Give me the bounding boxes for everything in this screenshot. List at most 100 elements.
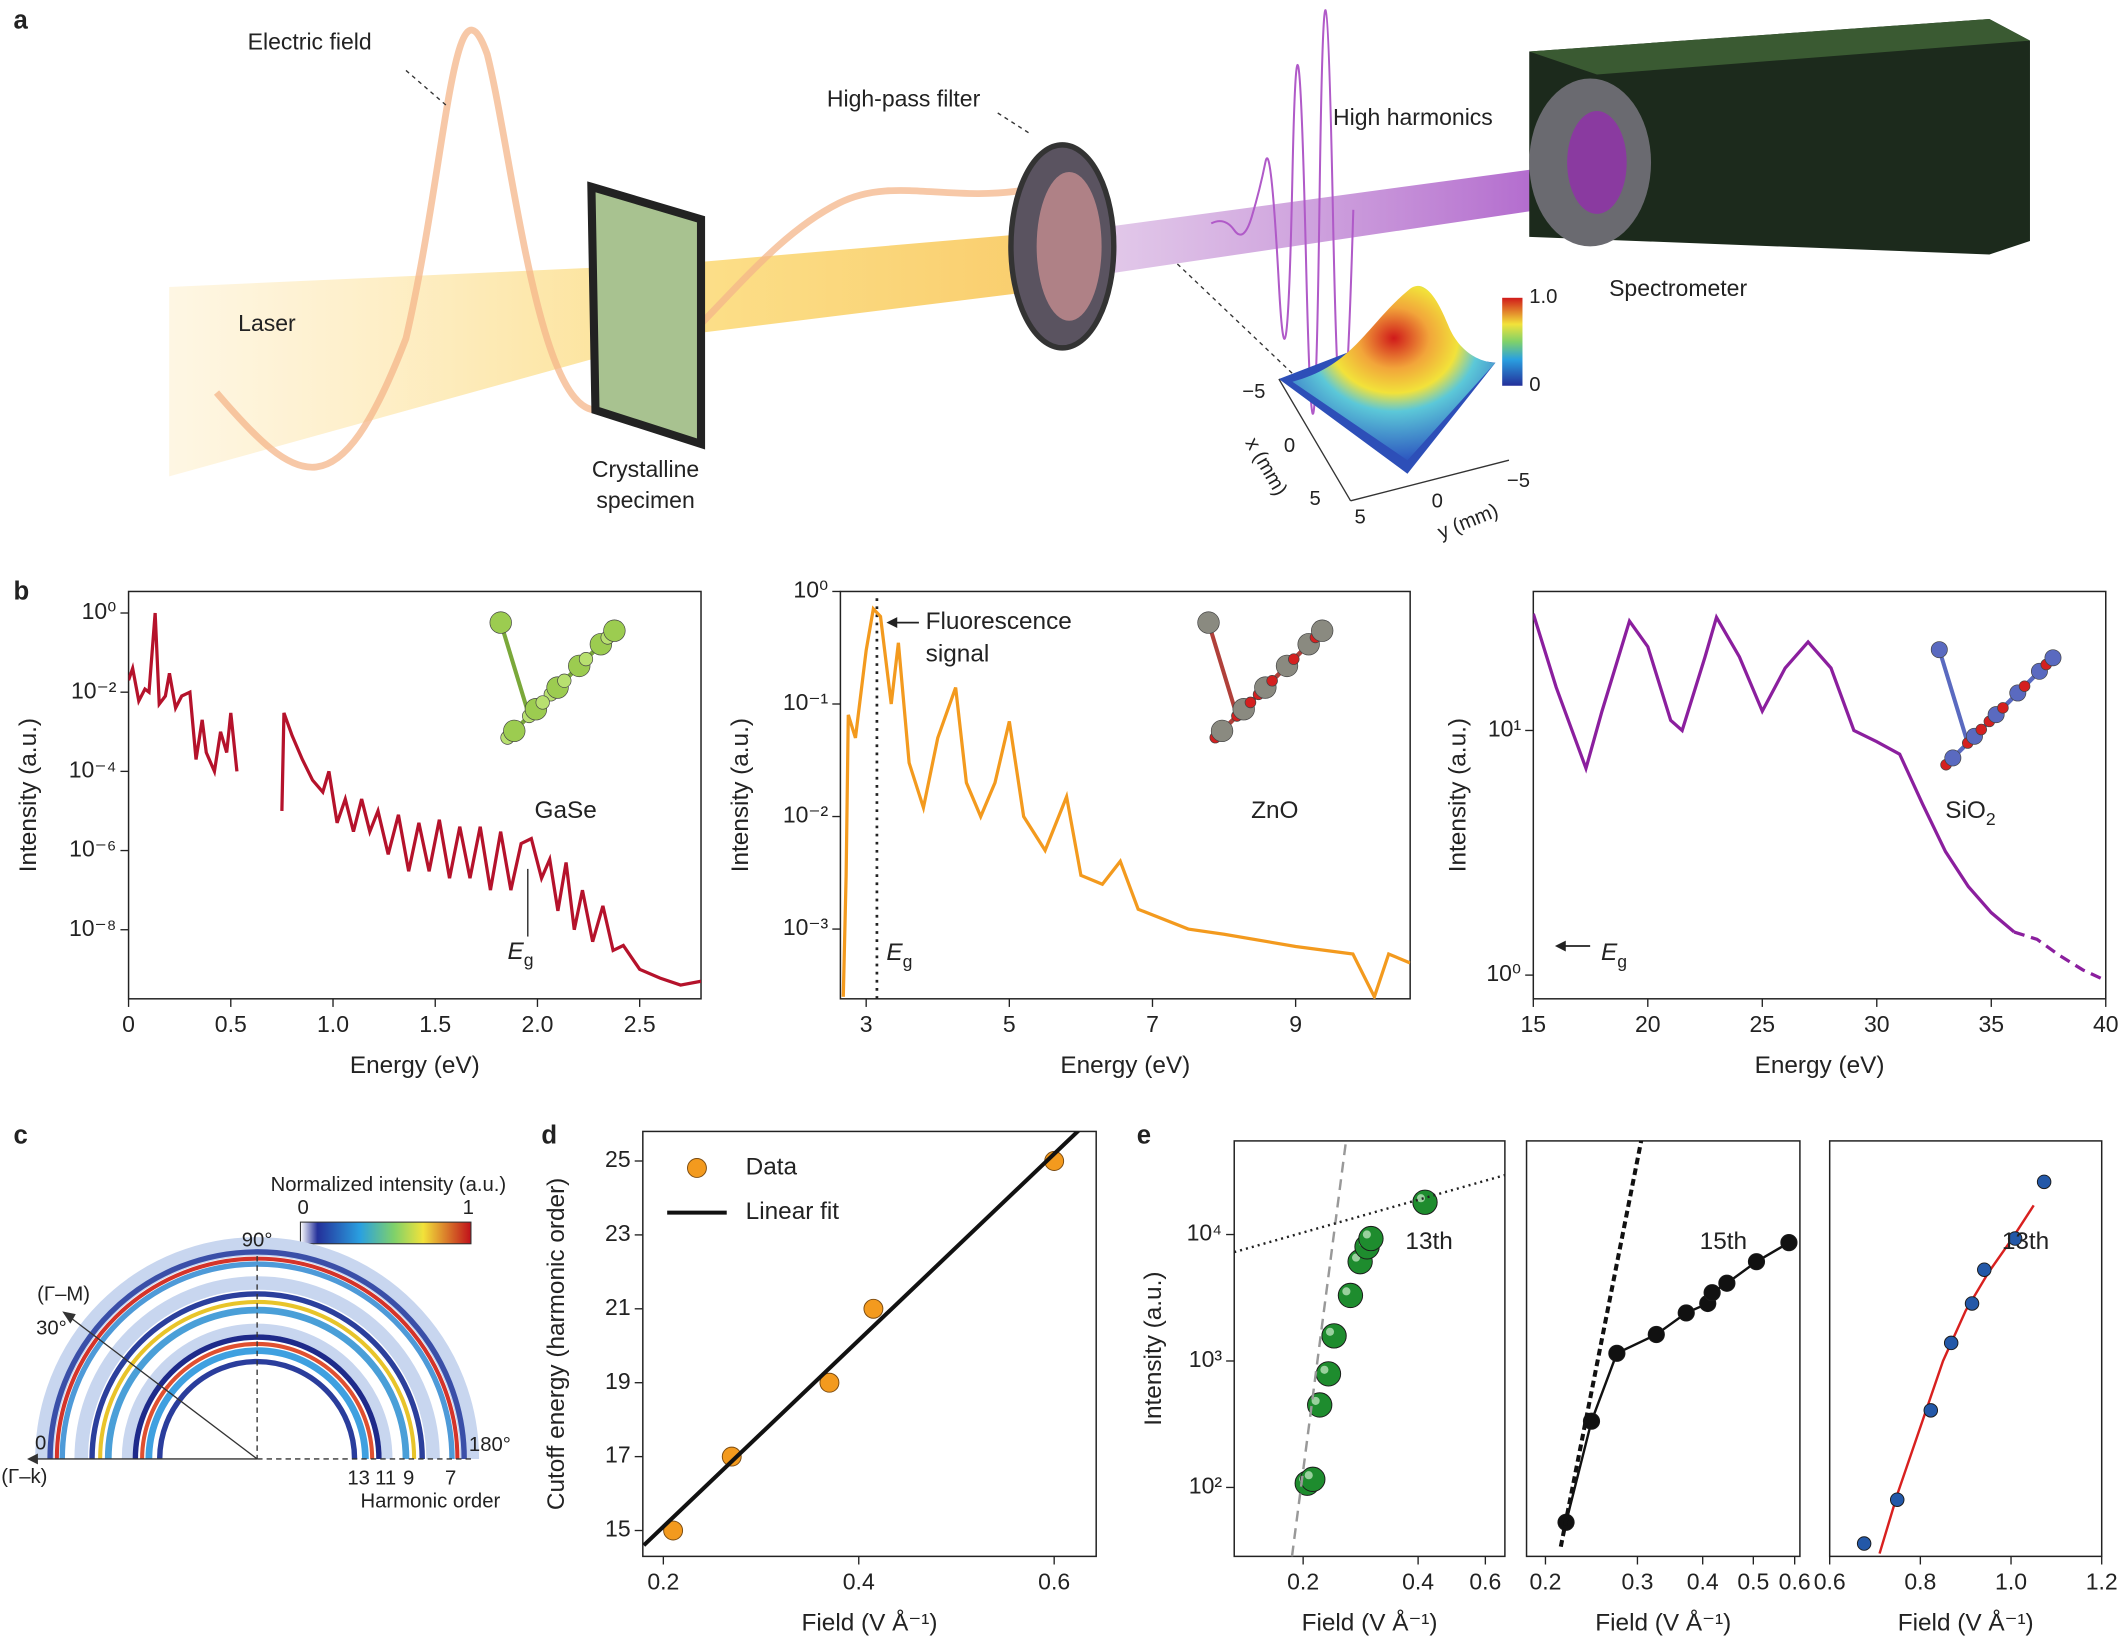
harmonic-order: 9 <box>403 1468 414 1490</box>
inset-axis <box>1278 378 1352 502</box>
atom <box>1311 619 1334 642</box>
ring <box>98 1299 417 1459</box>
panel-label: c <box>14 1122 28 1150</box>
data-point <box>1780 1234 1798 1252</box>
x-tick-label: 0.3 <box>1621 1569 1653 1595</box>
annotation: Electric field <box>248 28 372 54</box>
atom <box>1197 611 1220 634</box>
angle-label: 0 <box>35 1432 46 1454</box>
annotation-sub: 2 <box>1986 809 1996 829</box>
data-point <box>1977 1262 1992 1277</box>
atom <box>603 619 626 642</box>
legend-label: Linear fit <box>746 1198 840 1225</box>
x-axis-label: Energy (eV) <box>350 1052 480 1079</box>
plot-frame <box>127 590 702 1000</box>
inset-axis <box>1350 459 1510 502</box>
atom <box>1997 702 2009 714</box>
annotation-main: E <box>507 938 524 965</box>
x-tick-label: 0.2 <box>1287 1569 1319 1595</box>
data-point <box>1703 1284 1721 1302</box>
data-point <box>1358 1225 1384 1252</box>
data-point <box>1337 1282 1364 1309</box>
annotation: SiO2 <box>1945 797 1995 828</box>
y-axis-label: Intensity (a.u.) <box>1444 718 1471 872</box>
y-tick-label: 10⁻² <box>783 802 829 828</box>
y-tick-label: 17 <box>605 1442 631 1468</box>
x-tick-label: 0.5 <box>215 1011 247 1037</box>
filter-glow <box>1036 171 1102 321</box>
direction-arrow <box>67 1314 258 1460</box>
highlight <box>1320 1365 1329 1374</box>
panel-label: d <box>541 1122 557 1150</box>
data-point <box>1889 1492 1905 1507</box>
y-axis-label: Intensity (a.u.) <box>727 718 754 872</box>
x-tick-label: 3 <box>860 1011 873 1037</box>
x-axis-label: Field (V Å⁻¹) <box>1595 1608 1731 1636</box>
atom <box>535 695 550 710</box>
x-tick-label: 35 <box>1978 1011 2004 1037</box>
annotation: Crystalline <box>592 456 699 482</box>
y-tick-label: 25 <box>605 1146 631 1172</box>
laser-beam <box>169 230 1070 477</box>
ring <box>59 1261 455 1459</box>
series-line <box>1564 1241 1790 1523</box>
atom <box>2018 680 2031 692</box>
series-line <box>642 1131 1081 1547</box>
annotation-sub: g <box>524 950 534 970</box>
data-point <box>1321 1323 1347 1349</box>
colorbar-label: 0 <box>1529 374 1540 396</box>
atom <box>1266 675 1278 687</box>
annotation-main: GaSe <box>535 797 597 824</box>
data-point <box>1300 1466 1326 1492</box>
x-tick-label: 0.4 <box>843 1569 875 1595</box>
x-tick-label: 0.6 <box>1038 1569 1070 1595</box>
plot-frame <box>642 1130 1097 1558</box>
colorbar-label: 1 <box>463 1197 474 1219</box>
leader-line <box>405 69 448 107</box>
y-tick-label: 10³ <box>1189 1346 1223 1372</box>
annotation: ZnO <box>1251 797 1298 824</box>
direction-label: (Γ–k) <box>1 1466 47 1488</box>
direction-label: (Γ–M) <box>37 1284 90 1306</box>
x-axis-label: Energy (eV) <box>1755 1052 1885 1079</box>
atom <box>1930 641 1948 659</box>
y-tick-label: 10⁰ <box>793 577 828 603</box>
plot-frame <box>1828 1140 2103 1558</box>
annotation: Eg <box>1601 940 1627 971</box>
inset-tick: 0 <box>1432 491 1443 513</box>
panel-label: a <box>14 7 29 35</box>
harmonic-beam <box>1082 159 1604 278</box>
y-tick-label: 19 <box>605 1368 631 1394</box>
data-point <box>1747 1253 1766 1271</box>
bond <box>1937 649 1970 744</box>
atom <box>1975 723 1988 736</box>
data-point <box>1677 1304 1695 1322</box>
x-axis-label: Field (V Å⁻¹) <box>802 1608 938 1636</box>
crystal-specimen <box>587 181 706 450</box>
annotation: Laser <box>238 310 296 336</box>
y-tick-label: 10⁰ <box>82 598 117 624</box>
series-line <box>1878 1204 2035 1554</box>
data-point <box>1315 1361 1342 1387</box>
y-tick-label: 23 <box>605 1220 631 1246</box>
annotation: High-pass filter <box>827 85 981 111</box>
annotation-main: SiO <box>1945 797 1986 824</box>
highlight <box>1304 1471 1313 1480</box>
data-point <box>1647 1325 1665 1344</box>
x-axis-label: Field (V Å⁻¹) <box>1898 1608 2034 1636</box>
x-tick-label: 7 <box>1146 1011 1159 1037</box>
annotation: Spectrometer <box>1609 275 1747 301</box>
atom <box>557 673 572 688</box>
annotation-sub: g <box>1617 951 1627 971</box>
inset-axis-label: y (mm) <box>1435 500 1502 544</box>
annotation: Eg <box>886 940 912 971</box>
annotation-main: ZnO <box>1251 797 1298 824</box>
leader-line <box>994 110 1029 134</box>
spectrometer-top <box>1529 19 2030 75</box>
order-label: 13th <box>2002 1228 2049 1255</box>
annotation-main: E <box>1601 940 1618 967</box>
highlight <box>1416 1194 1426 1203</box>
series-line <box>1290 1140 1348 1557</box>
y-axis-label: Intensity (a.u.) <box>1140 1272 1167 1426</box>
